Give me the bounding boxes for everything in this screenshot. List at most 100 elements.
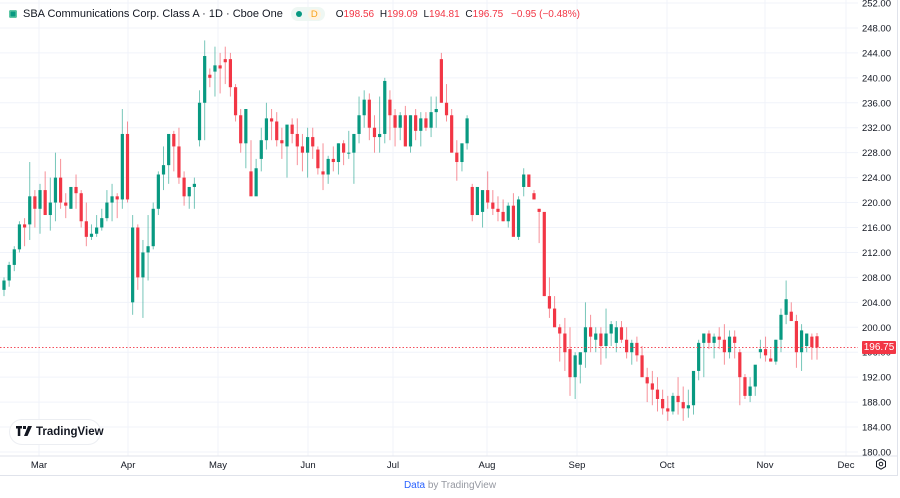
candle bbox=[753, 364, 757, 387]
candlestick-chart[interactable]: 252.00 248.00 244.00 240.00 236.00 232.00 228.… bbox=[0, 0, 900, 476]
candle bbox=[321, 171, 325, 175]
candle bbox=[733, 336, 737, 343]
candle bbox=[177, 146, 181, 178]
candle bbox=[671, 395, 675, 412]
candle bbox=[707, 333, 711, 343]
candle bbox=[439, 59, 443, 103]
symbol-legend: SBA Communications Corp. Class A · 1D · … bbox=[9, 6, 580, 22]
candle bbox=[594, 333, 598, 340]
candle bbox=[53, 177, 58, 203]
price-axis-label: 204.00 bbox=[862, 298, 891, 309]
candle bbox=[429, 112, 433, 128]
candle bbox=[347, 152, 351, 154]
candle bbox=[326, 158, 330, 175]
candle bbox=[486, 190, 490, 203]
candles bbox=[2, 40, 819, 421]
candle bbox=[388, 99, 392, 116]
footer-attribution: Data by TradingView bbox=[0, 480, 900, 491]
market-status-pill[interactable]: D bbox=[290, 7, 325, 21]
settings-icon[interactable] bbox=[875, 458, 887, 470]
candle bbox=[182, 177, 186, 197]
candle bbox=[172, 133, 176, 147]
symbol-title[interactable]: SBA Communications Corp. Class A · 1D · … bbox=[23, 8, 283, 20]
symbol-icon[interactable] bbox=[9, 10, 17, 18]
open-value: 198.56 bbox=[343, 8, 375, 20]
price-axis-label: 248.00 bbox=[862, 23, 891, 34]
candle bbox=[702, 333, 706, 343]
candle bbox=[136, 227, 140, 278]
candle bbox=[131, 227, 135, 303]
candle bbox=[676, 395, 680, 403]
candle bbox=[59, 177, 63, 203]
candle bbox=[614, 327, 618, 343]
price-change: −0.95 (−0.48%) bbox=[511, 8, 580, 20]
candle bbox=[563, 333, 567, 353]
candle bbox=[748, 386, 752, 396]
candle bbox=[681, 402, 685, 409]
price-axis-label: 208.00 bbox=[862, 273, 891, 284]
candle bbox=[167, 133, 171, 166]
candle bbox=[367, 99, 371, 128]
candle bbox=[352, 133, 356, 153]
time-axis-label: Oct bbox=[660, 460, 675, 471]
time-axis-label: Dec bbox=[838, 460, 855, 471]
candle bbox=[100, 218, 104, 228]
candle bbox=[259, 140, 263, 159]
candle bbox=[146, 246, 150, 253]
candle bbox=[223, 59, 227, 63]
candle bbox=[625, 339, 629, 353]
candle bbox=[789, 311, 793, 322]
candle bbox=[64, 202, 68, 206]
candle bbox=[691, 370, 696, 406]
candle bbox=[125, 133, 130, 200]
candle bbox=[599, 333, 603, 346]
ohlc-values: O198.56 H199.09 L194.81 C196.75 −0.95 (−… bbox=[333, 9, 580, 20]
candle bbox=[290, 124, 294, 134]
candle bbox=[450, 115, 454, 153]
price-axis-label: 200.00 bbox=[862, 323, 891, 334]
candle bbox=[470, 186, 474, 216]
candle bbox=[491, 202, 495, 209]
price-axis-label: 184.00 bbox=[862, 423, 891, 434]
high-label: H bbox=[379, 8, 388, 20]
candle bbox=[141, 252, 145, 278]
candle bbox=[254, 168, 258, 197]
candle bbox=[7, 264, 11, 281]
candle bbox=[547, 296, 552, 309]
price-axis-label: 224.00 bbox=[862, 173, 891, 184]
candle bbox=[362, 99, 366, 116]
candle bbox=[496, 208, 500, 212]
candle bbox=[203, 56, 207, 103]
candle bbox=[640, 355, 644, 378]
candle bbox=[475, 186, 479, 216]
candle bbox=[244, 109, 248, 144]
candle bbox=[43, 190, 47, 216]
candle bbox=[727, 336, 732, 353]
candle bbox=[342, 143, 346, 153]
candle bbox=[558, 327, 562, 334]
price-axis-label: 232.00 bbox=[862, 123, 891, 134]
candle bbox=[743, 377, 747, 396]
candle bbox=[28, 196, 32, 225]
candle bbox=[532, 193, 536, 200]
candle bbox=[794, 321, 799, 353]
data-link[interactable]: Data bbox=[403, 480, 426, 491]
candle bbox=[33, 196, 37, 209]
candle bbox=[233, 87, 238, 116]
candle bbox=[522, 174, 526, 187]
time-axis-label: Sep bbox=[569, 460, 586, 471]
close-value: 196.75 bbox=[472, 8, 504, 20]
candle bbox=[372, 127, 377, 138]
candle bbox=[115, 196, 119, 200]
price-axis-label: 240.00 bbox=[862, 73, 891, 84]
candle bbox=[285, 124, 289, 147]
candle bbox=[810, 336, 814, 348]
tradingview-logo[interactable]: TradingView bbox=[10, 420, 104, 444]
price-axis-label: 252.00 bbox=[862, 0, 891, 10]
candle bbox=[156, 174, 160, 209]
candle bbox=[192, 183, 196, 187]
candle bbox=[95, 227, 99, 234]
candle bbox=[269, 118, 274, 122]
price-axis-label: 212.00 bbox=[862, 248, 891, 259]
candle bbox=[208, 74, 212, 78]
